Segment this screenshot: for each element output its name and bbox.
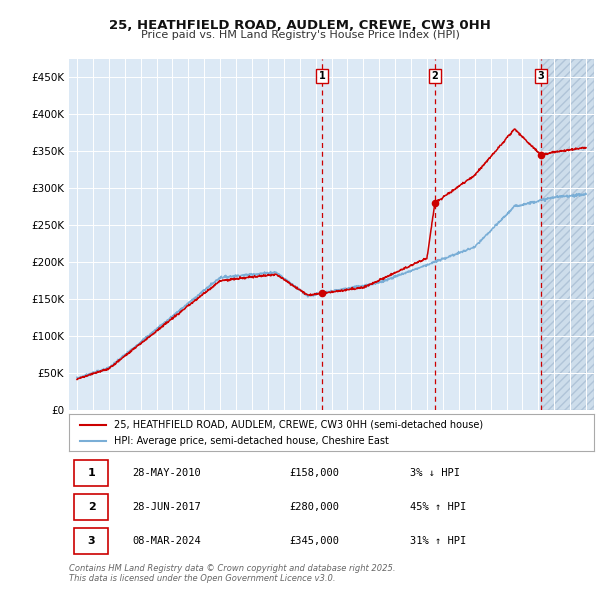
Point: [430, 198, 440, 208]
Text: £345,000: £345,000: [290, 536, 340, 546]
Text: 25, HEATHFIELD ROAD, AUDLEM, CREWE, CW3 0HH (semi-detached house): 25, HEATHFIELD ROAD, AUDLEM, CREWE, CW3 …: [113, 419, 483, 430]
Text: 1: 1: [88, 468, 95, 477]
FancyBboxPatch shape: [74, 528, 109, 554]
FancyBboxPatch shape: [74, 494, 109, 520]
Text: 08-MAR-2024: 08-MAR-2024: [132, 536, 201, 546]
Point: [317, 289, 327, 298]
Text: Price paid vs. HM Land Registry's House Price Index (HPI): Price paid vs. HM Land Registry's House …: [140, 30, 460, 40]
Bar: [435, 59, 541, 410]
Text: 1: 1: [319, 71, 325, 81]
Text: 28-JUN-2017: 28-JUN-2017: [132, 502, 201, 512]
Text: 2: 2: [88, 502, 95, 512]
Text: HPI: Average price, semi-detached house, Cheshire East: HPI: Average price, semi-detached house,…: [113, 436, 389, 446]
Text: 2: 2: [431, 71, 438, 81]
Bar: [541, 59, 594, 410]
Text: £280,000: £280,000: [290, 502, 340, 512]
Text: 3: 3: [88, 536, 95, 546]
Text: 28-MAY-2010: 28-MAY-2010: [132, 468, 201, 477]
Text: 3: 3: [538, 71, 545, 81]
Text: 45% ↑ HPI: 45% ↑ HPI: [410, 502, 467, 512]
Text: £158,000: £158,000: [290, 468, 340, 477]
FancyBboxPatch shape: [74, 460, 109, 486]
Point: [536, 150, 546, 160]
Text: 31% ↑ HPI: 31% ↑ HPI: [410, 536, 467, 546]
Text: 3% ↓ HPI: 3% ↓ HPI: [410, 468, 460, 477]
Bar: [322, 59, 435, 410]
Text: 25, HEATHFIELD ROAD, AUDLEM, CREWE, CW3 0HH: 25, HEATHFIELD ROAD, AUDLEM, CREWE, CW3 …: [109, 19, 491, 32]
Bar: [541, 59, 594, 410]
Text: Contains HM Land Registry data © Crown copyright and database right 2025.
This d: Contains HM Land Registry data © Crown c…: [69, 563, 395, 583]
